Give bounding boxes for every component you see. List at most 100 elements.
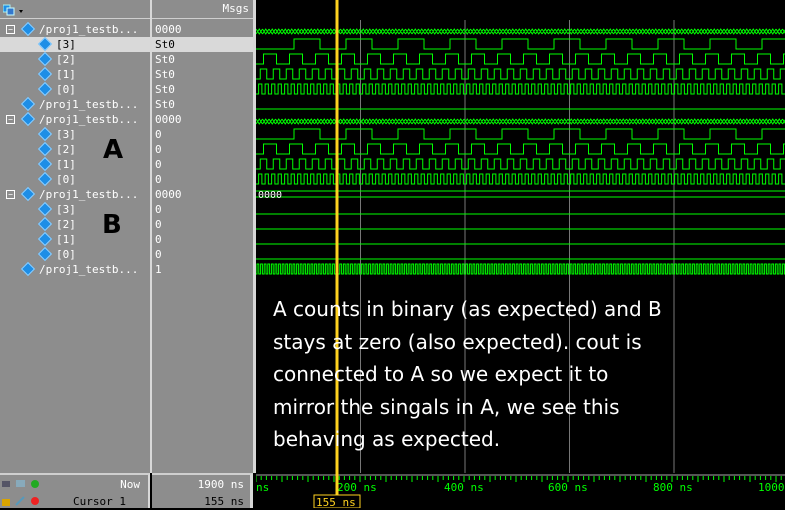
signal-row-11[interactable]: − /proj1_testb...: [0, 186, 150, 202]
signal-name: /proj1_testb...: [39, 263, 139, 276]
signal-row-7[interactable]: [3]: [0, 126, 150, 142]
signal-value: 0: [155, 143, 162, 156]
signal-value: 0: [155, 233, 162, 246]
collapse-icon[interactable]: −: [6, 115, 15, 124]
signal-row-5[interactable]: /proj1_testb...: [0, 96, 150, 112]
signal-name: [1]: [56, 158, 76, 171]
ruler-tick-label: 200 ns: [337, 481, 377, 494]
signal-row-14[interactable]: [1]: [0, 231, 150, 247]
signal-name: /proj1_testb...: [39, 113, 139, 126]
waveform-canvas[interactable]: 0000: [255, 0, 785, 473]
signal-value: 0: [155, 128, 162, 141]
signal-value: 0: [155, 158, 162, 171]
wave-tool-icon[interactable]: [2, 4, 23, 16]
signal-value: St0: [155, 53, 175, 66]
signal-value: 0: [155, 173, 162, 186]
signal-value-row-1[interactable]: St0: [152, 37, 253, 52]
signal-value: 0: [155, 248, 162, 261]
signal-value-row-13[interactable]: 0: [152, 217, 253, 232]
signal-row-0[interactable]: − /proj1_testb...: [0, 21, 150, 37]
ruler-tick-label: 600 ns: [548, 481, 588, 494]
signal-row-10[interactable]: [0]: [0, 171, 150, 187]
signal-row-16[interactable]: /proj1_testb...: [0, 261, 150, 277]
signal-diamond-icon: [37, 81, 53, 97]
signal-row-15[interactable]: [0]: [0, 246, 150, 262]
collapse-icon[interactable]: −: [6, 190, 15, 199]
signal-value: 0: [155, 218, 162, 231]
signal-values-pane[interactable]: Msgs 0000 St0 St0 St0 St0 St0 0000 0 0 0 0 0000 0 0 0 0…: [152, 0, 256, 473]
signal-name: /proj1_testb...: [39, 188, 139, 201]
signal-value-row-2[interactable]: St0: [152, 52, 253, 67]
cursor-value: 155 ns: [204, 495, 244, 508]
now-label: Now: [120, 478, 140, 491]
ruler-tick-label: ns: [256, 481, 269, 494]
names-header: [0, 0, 150, 19]
signal-value-row-12[interactable]: 0: [152, 202, 253, 217]
bit-wave: [256, 83, 785, 95]
signal-diamond-icon: [20, 186, 36, 202]
values-header: Msgs: [152, 0, 253, 19]
signal-diamond-icon: [20, 21, 36, 37]
signal-value: 0000: [155, 113, 182, 126]
signal-value-row-14[interactable]: 0: [152, 232, 253, 247]
signal-value-row-3[interactable]: St0: [152, 67, 253, 82]
signal-diamond-icon: [20, 261, 36, 277]
signal-value-row-15[interactable]: 0: [152, 247, 253, 262]
bit-wave: [256, 128, 785, 140]
signal-row-1[interactable]: [3]: [0, 36, 150, 52]
signal-row-6[interactable]: − /proj1_testb...: [0, 111, 150, 127]
signal-name: /proj1_testb...: [39, 23, 139, 36]
signal-diamond-icon: [37, 216, 53, 232]
ruler-tick-label: 400 ns: [444, 481, 484, 494]
bit-wave: [256, 158, 785, 170]
signal-value-row-16[interactable]: 1: [152, 262, 253, 277]
cursor-lock-icon[interactable]: [2, 495, 39, 506]
bit-wave: [256, 143, 785, 155]
signal-value: 0: [155, 203, 162, 216]
signal-diamond-icon: [37, 51, 53, 67]
cursor-add-icon[interactable]: [2, 479, 39, 489]
signal-value-row-5[interactable]: St0: [152, 97, 253, 112]
signal-value-row-0[interactable]: 0000: [152, 22, 253, 37]
signal-value-row-10[interactable]: 0: [152, 172, 253, 187]
signal-row-3[interactable]: [1]: [0, 66, 150, 82]
cursor-label[interactable]: Cursor 1: [73, 495, 126, 508]
cursor-flag: [313, 494, 361, 508]
signal-row-4[interactable]: [0]: [0, 81, 150, 97]
signal-row-8[interactable]: [2]: [0, 141, 150, 157]
bit-wave: [256, 68, 785, 80]
now-value: 1900 ns: [197, 478, 244, 491]
signal-row-13[interactable]: [2]: [0, 216, 150, 232]
signal-name: [3]: [56, 128, 76, 141]
group-label-b: B: [102, 210, 122, 240]
signal-row-2[interactable]: [2]: [0, 51, 150, 67]
signal-name: [1]: [56, 68, 76, 81]
signal-value: St0: [155, 38, 175, 51]
signal-diamond-icon: [20, 111, 36, 127]
signal-value-row-9[interactable]: 0: [152, 157, 253, 172]
signal-diamond-icon: [37, 231, 53, 247]
signal-names-pane[interactable]: − /proj1_testb... [3] [2] [1] [0] /proj1_testb…: [0, 0, 152, 473]
ruler-tick-label: 1000: [758, 481, 785, 494]
signal-value-row-7[interactable]: 0: [152, 127, 253, 142]
signal-value: 1: [155, 263, 162, 276]
signal-name: [0]: [56, 83, 76, 96]
signal-value-row-4[interactable]: St0: [152, 82, 253, 97]
signal-value-row-11[interactable]: 0000: [152, 187, 253, 202]
ruler-tick-label: 800 ns: [653, 481, 693, 494]
bus-wave: [255, 28, 785, 35]
signal-value-row-6[interactable]: 0000: [152, 112, 253, 127]
signal-row-12[interactable]: [3]: [0, 201, 150, 217]
waveform-pane[interactable]: 0000: [255, 0, 785, 473]
signal-value-row-8[interactable]: 0: [152, 142, 253, 157]
collapse-icon[interactable]: −: [6, 25, 15, 34]
time-ruler[interactable]: ns 200 ns 400 ns 600 ns 800 ns 1000 155 ns: [256, 473, 785, 508]
signal-value: St0: [155, 83, 175, 96]
cursor-flag-label: 155 ns: [316, 496, 356, 508]
signal-name: [0]: [56, 173, 76, 186]
signal-value: St0: [155, 68, 175, 81]
signal-name: [1]: [56, 233, 76, 246]
signal-row-9[interactable]: [1]: [0, 156, 150, 172]
signal-value: 0000: [155, 23, 182, 36]
signal-diamond-icon: [37, 126, 53, 142]
